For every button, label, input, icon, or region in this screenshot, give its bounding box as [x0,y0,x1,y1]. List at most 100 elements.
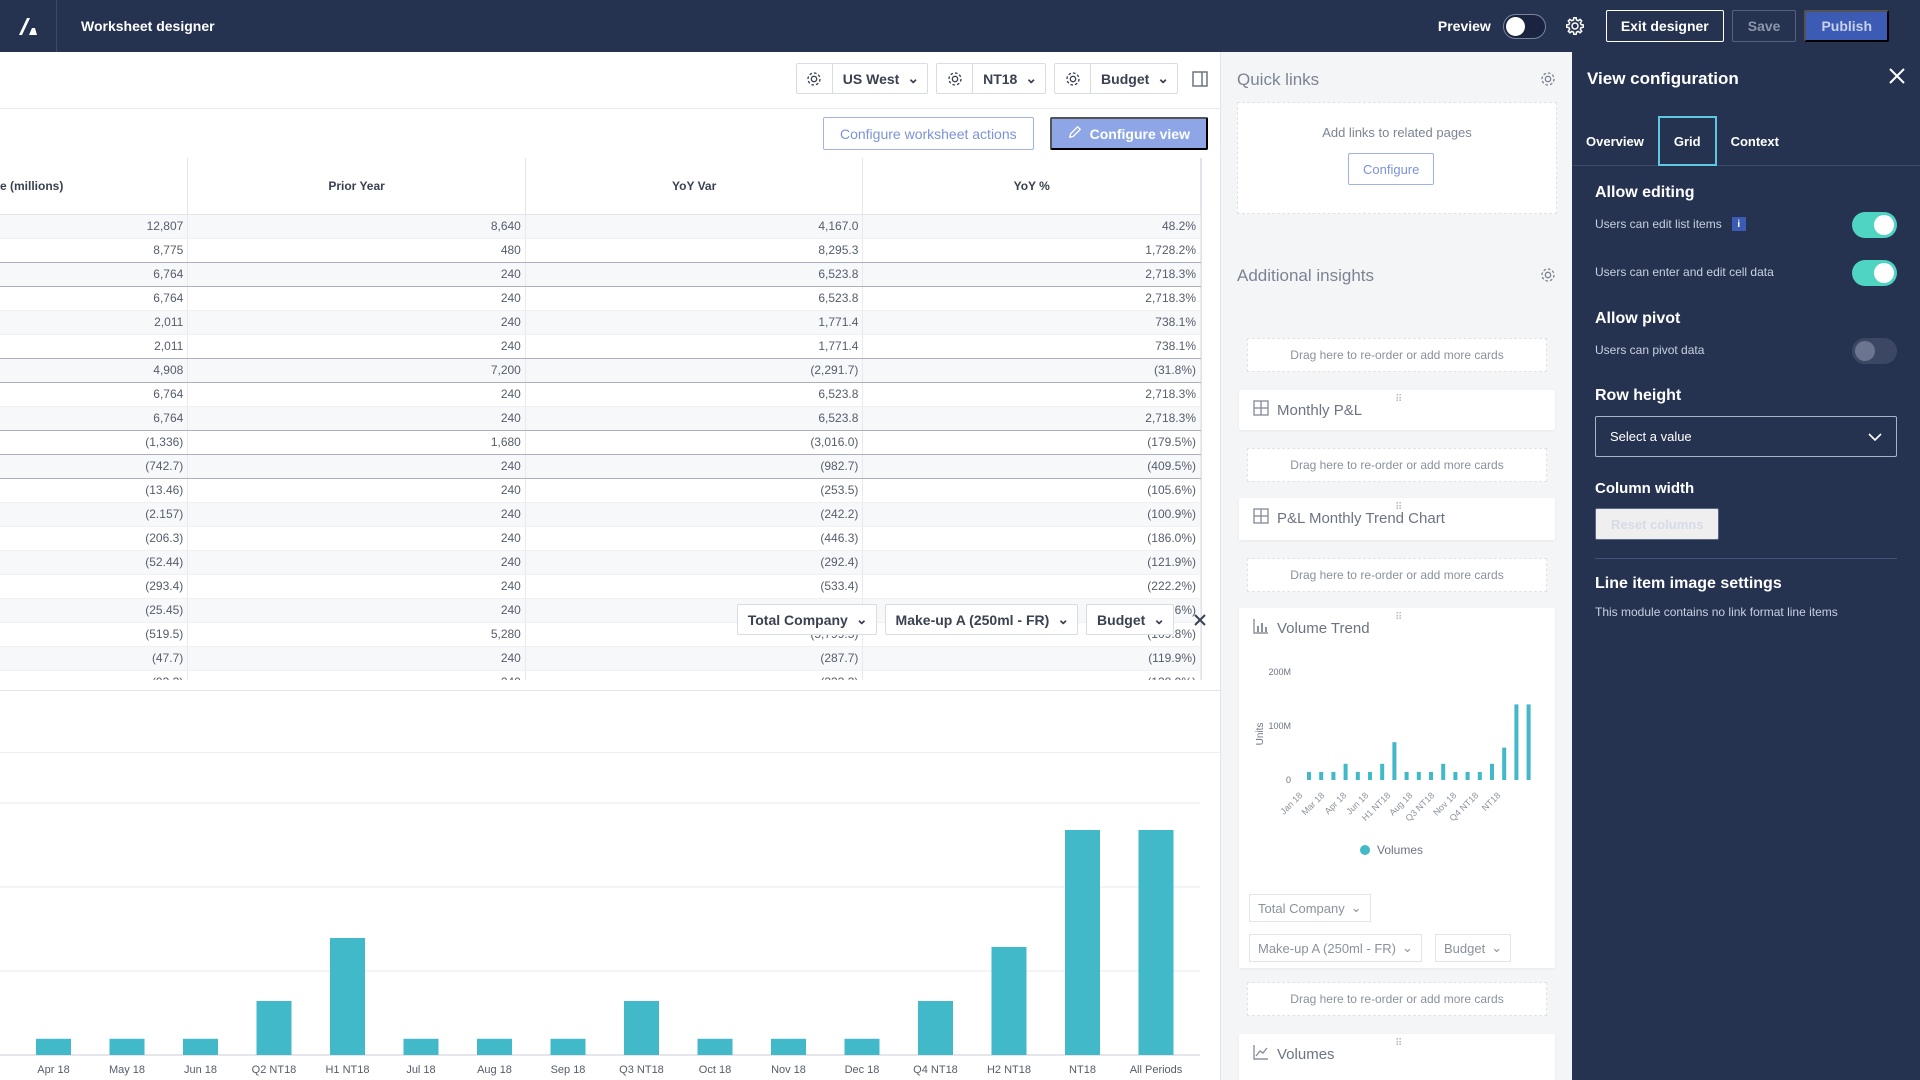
exit-designer-button[interactable]: Exit designer [1605,10,1724,42]
table-cell[interactable]: 1,771.4 [525,334,864,359]
table-cell[interactable]: 6,764 [0,262,189,287]
table-row[interactable]: 6,764 240 6,523.8 2,718.3% [0,262,1201,287]
chart-bar[interactable] [183,1038,218,1055]
table-cell[interactable]: 480 [187,238,526,263]
chart-bar[interactable] [36,1038,71,1055]
table-cell[interactable]: 1,771.4 [525,310,864,335]
row-height-select[interactable]: Select a value [1595,416,1897,457]
table-cell[interactable]: (3,016.0) [525,430,864,455]
table-cell[interactable]: 2,718.3% [862,262,1201,287]
table-row[interactable]: (2.157) 240 (242.2) (100.9%) [0,502,1201,527]
table-cell[interactable]: 738.1% [862,310,1201,335]
chart-bar[interactable] [330,938,365,1055]
chart-bar[interactable] [109,1038,145,1055]
table-cell[interactable]: 6,523.8 [525,262,864,287]
chart-bar[interactable] [844,1038,880,1055]
table-cell[interactable]: (25.45) [0,598,189,623]
chart-bar[interactable] [1065,830,1100,1055]
card-drop-zone[interactable]: Drag here to re-order or add more cards [1247,448,1547,482]
preview-toggle[interactable] [1502,13,1546,39]
entity-filter[interactable]: Total Company ⌄ [736,604,877,635]
table-cell[interactable]: 240 [187,478,526,503]
table-cell[interactable]: (93.3) [0,670,189,680]
table-cell[interactable]: (121.9%) [862,550,1201,575]
table-row[interactable]: (1,336) 1,680 (3,016.0) (179.5%) [0,430,1201,455]
table-row[interactable]: (13.46) 240 (253.5) (105.6%) [0,478,1201,503]
chart-bar[interactable] [991,947,1027,1055]
table-cell[interactable]: 6,523.8 [525,406,864,431]
table-cell[interactable]: 8,295.3 [525,238,864,263]
drag-handle-icon[interactable]: ⠿ [1395,502,1402,513]
chart-bar[interactable] [624,1001,659,1055]
column-header[interactable]: e (millions) [0,158,189,215]
table-cell[interactable]: 6,764 [0,382,189,407]
table-cell[interactable]: (52.44) [0,550,189,575]
table-cell[interactable]: 4,908 [0,358,189,383]
table-cell[interactable]: (742.7) [0,454,189,479]
table-cell[interactable]: 6,764 [0,406,189,431]
table-cell[interactable]: 240 [187,550,526,575]
table-cell[interactable]: 7,200 [187,358,526,383]
table-cell[interactable]: 2,718.3% [862,286,1201,311]
gear-icon[interactable] [1540,71,1556,92]
table-cell[interactable]: (242.2) [525,502,864,527]
table-cell[interactable]: (186.0%) [862,526,1201,551]
chart-bar[interactable] [918,1001,953,1055]
card-drop-zone[interactable]: Drag here to re-order or add more cards [1247,982,1547,1016]
configure-worksheet-actions-button[interactable]: Configure worksheet actions [822,117,1034,150]
column-header[interactable]: Prior Year [187,158,526,215]
close-icon[interactable] [1889,68,1905,89]
table-row[interactable]: 8,775 480 8,295.3 1,728.2% [0,238,1201,263]
chart-bar[interactable] [477,1038,512,1055]
product-filter[interactable]: Make-up A (250ml - FR) ⌄ [884,604,1079,635]
table-cell[interactable]: 240 [187,382,526,407]
configure-view-button[interactable]: Configure view [1049,117,1208,150]
table-cell[interactable]: (1,336) [0,430,189,455]
insight-card[interactable]: Monthly P&L ⠿ [1239,390,1555,430]
table-cell[interactable]: (533.4) [525,574,864,599]
tab-grid[interactable]: Grid [1657,116,1717,166]
gear-icon[interactable] [1055,64,1092,93]
drag-handle-icon[interactable]: ⠿ [1395,612,1402,623]
table-row[interactable]: (52.44) 240 (292.4) (121.9%) [0,550,1201,575]
close-icon[interactable] [1194,613,1206,626]
table-row[interactable]: 6,764 240 6,523.8 2,718.3% [0,406,1201,431]
table-cell[interactable]: 240 [187,574,526,599]
table-cell[interactable]: 1,680 [187,430,526,455]
table-row[interactable]: 4,908 7,200 (2,291.7) (31.8%) [0,358,1201,383]
table-row[interactable]: 2,011 240 1,771.4 738.1% [0,334,1201,359]
table-cell[interactable]: 240 [187,286,526,311]
table-cell[interactable]: (138.9%) [862,670,1201,680]
table-cell[interactable]: 12,807 [0,214,189,239]
table-cell[interactable]: (2.157) [0,502,189,527]
table-cell[interactable]: (13.46) [0,478,189,503]
settings-gear-icon[interactable] [1565,17,1584,35]
region-filter[interactable]: US West ⌄ [795,63,929,94]
table-cell[interactable]: (446.3) [525,526,864,551]
table-cell[interactable]: 6,764 [0,286,189,311]
table-cell[interactable]: (519.5) [0,622,189,647]
table-cell[interactable]: (2,291.7) [525,358,864,383]
table-cell[interactable]: 240 [187,598,526,623]
table-cell[interactable]: (222.2%) [862,574,1201,599]
drag-handle-icon[interactable]: ⠿ [1395,394,1402,405]
table-row[interactable]: (293.4) 240 (533.4) (222.2%) [0,574,1201,599]
reset-columns-button[interactable]: Reset columns [1595,508,1720,540]
table-cell[interactable]: (206.3) [0,526,189,551]
table-cell[interactable]: (31.8%) [862,358,1201,383]
table-cell[interactable]: 240 [187,334,526,359]
save-button[interactable]: Save [1731,10,1797,42]
table-cell[interactable]: (982.7) [525,454,864,479]
chart-bar[interactable] [550,1038,586,1055]
gear-icon[interactable] [797,64,833,93]
table-cell[interactable]: (47.7) [0,646,189,671]
table-cell[interactable]: 240 [187,406,526,431]
table-cell[interactable]: 2,718.3% [862,382,1201,407]
volume-trend-card[interactable]: Volume Trend ⠿ 0 100M 200M Units Jan 18 Mar 1… [1239,608,1555,968]
publish-button[interactable]: Publish [1804,10,1889,42]
table-cell[interactable]: 240 [187,526,526,551]
insight-card[interactable]: Volumes ⠿ [1239,1034,1555,1080]
table-cell[interactable]: 6,523.8 [525,286,864,311]
gear-icon[interactable] [937,64,974,93]
table-cell[interactable]: 2,011 [0,334,189,359]
